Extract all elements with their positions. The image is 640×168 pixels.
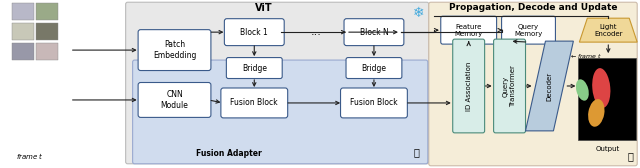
- Bar: [12, 3, 34, 20]
- Bar: [12, 23, 34, 40]
- Text: ViT: ViT: [255, 3, 273, 13]
- FancyBboxPatch shape: [132, 60, 428, 164]
- Ellipse shape: [588, 99, 605, 127]
- FancyBboxPatch shape: [441, 16, 497, 44]
- Ellipse shape: [592, 68, 611, 108]
- FancyBboxPatch shape: [227, 58, 282, 78]
- Text: Output: Output: [595, 146, 620, 152]
- Text: CNN
Module: CNN Module: [161, 90, 188, 110]
- Text: ID Association: ID Association: [466, 61, 472, 111]
- FancyBboxPatch shape: [452, 39, 484, 133]
- FancyBboxPatch shape: [221, 88, 288, 118]
- FancyBboxPatch shape: [429, 2, 637, 166]
- Bar: [12, 43, 34, 60]
- Text: Patch
Embedding: Patch Embedding: [153, 40, 196, 60]
- FancyBboxPatch shape: [493, 39, 525, 133]
- FancyBboxPatch shape: [138, 82, 211, 117]
- Ellipse shape: [576, 79, 589, 101]
- FancyBboxPatch shape: [138, 30, 211, 71]
- Bar: [579, 58, 636, 140]
- Text: Fusion Adapter: Fusion Adapter: [196, 149, 262, 158]
- Text: Decoder: Decoder: [547, 71, 552, 101]
- Text: Query
Transformer: Query Transformer: [503, 65, 516, 107]
- Text: Bridge: Bridge: [242, 64, 267, 73]
- Text: Bridge: Bridge: [362, 64, 387, 73]
- Text: ❄: ❄: [413, 6, 424, 20]
- Text: Block 1: Block 1: [241, 28, 268, 37]
- Text: Fusion Block: Fusion Block: [230, 98, 278, 108]
- Bar: [36, 3, 58, 20]
- FancyBboxPatch shape: [346, 58, 402, 78]
- Text: ...: ...: [310, 27, 321, 37]
- FancyBboxPatch shape: [225, 19, 284, 46]
- Text: Light
Encoder: Light Encoder: [594, 24, 623, 37]
- Text: Feature
Memory: Feature Memory: [454, 24, 483, 37]
- Text: Propagation, Decode and Update: Propagation, Decode and Update: [449, 3, 618, 12]
- FancyBboxPatch shape: [502, 16, 556, 44]
- FancyBboxPatch shape: [125, 2, 429, 164]
- Bar: [36, 43, 58, 60]
- Polygon shape: [579, 18, 637, 42]
- Bar: [36, 23, 58, 40]
- Polygon shape: [525, 41, 573, 131]
- Text: Query
Memory: Query Memory: [515, 24, 543, 37]
- Text: 🔥: 🔥: [414, 147, 420, 157]
- Text: ← frame $t$: ← frame $t$: [570, 52, 603, 60]
- FancyBboxPatch shape: [340, 88, 407, 118]
- Text: frame $t$: frame $t$: [16, 151, 44, 161]
- FancyBboxPatch shape: [344, 19, 404, 46]
- Text: Block N: Block N: [360, 28, 388, 37]
- Text: 🔥: 🔥: [627, 151, 633, 161]
- Text: Fusion Block: Fusion Block: [350, 98, 397, 108]
